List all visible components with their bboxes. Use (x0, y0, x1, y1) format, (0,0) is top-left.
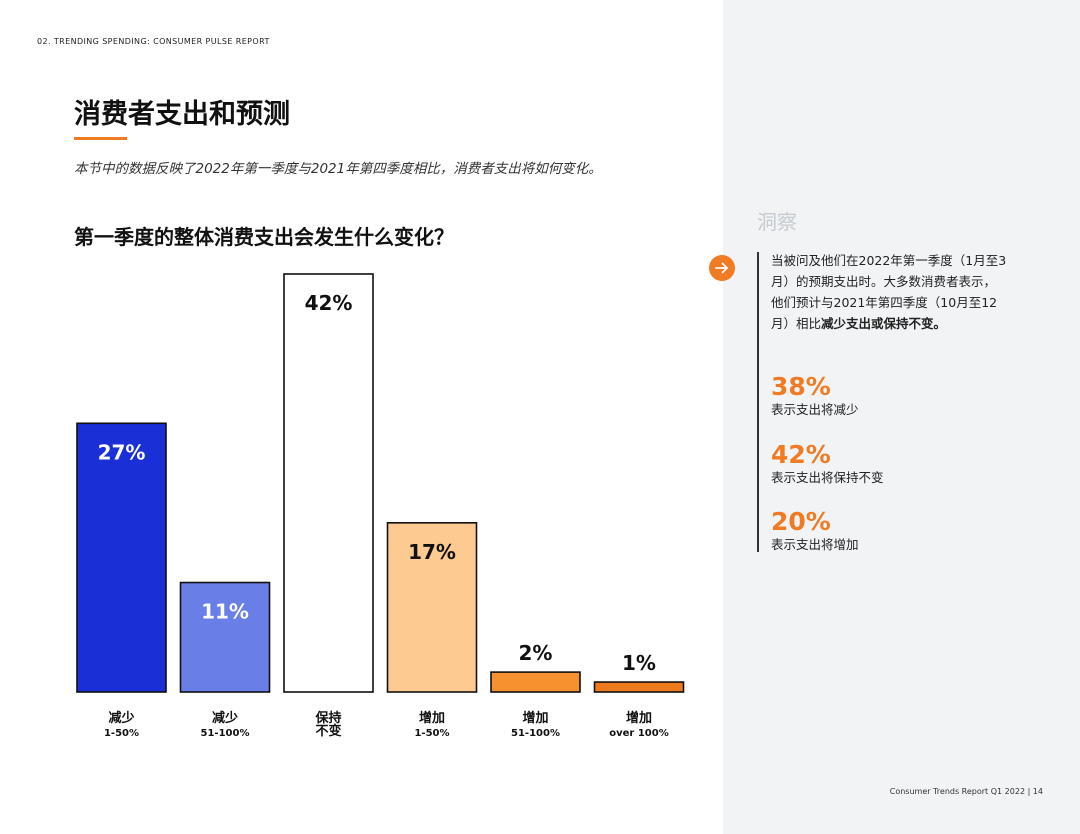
bar (283, 273, 374, 693)
insight-text-plain: 当被问及他们在2022年第一季度（1月至3月）的预期支出时。大多数消费者表示，他… (771, 253, 1007, 331)
stat-value: 38% (771, 372, 831, 401)
bar (386, 522, 478, 693)
stat-label: 表示支出将增加 (771, 537, 859, 552)
bar (76, 422, 167, 693)
category-label: 减少 (108, 710, 134, 726)
title-underline (74, 137, 127, 140)
category-label: 增加 (419, 710, 445, 726)
category-label: 减少 (212, 710, 238, 726)
insight-divider (757, 252, 759, 552)
stat-label: 表示支出将保持不变 (771, 470, 884, 485)
bar (179, 581, 271, 693)
bar (593, 681, 685, 693)
page-title: 消费者支出和预测 (74, 99, 290, 130)
bar-value-label: 27% (98, 440, 146, 464)
insight-panel-background (723, 0, 1080, 834)
bar-value-label: 11% (201, 600, 249, 624)
stat-value: 20% (771, 507, 831, 536)
bar (490, 671, 581, 693)
page-subtitle: 本节中的数据反映了2022年第一季度与2021年第四季度相比，消费者支出将如何变… (74, 161, 602, 177)
category-sublabel: 51-100% (201, 728, 250, 739)
category-label: 增加 (626, 710, 652, 726)
stat-increase: 20% 表示支出将增加 (771, 508, 859, 554)
bar-chart: 27% 减少 1-50% 11% 减少 51-100% 42% 保持不变 17% 增加 1-50% 2… (76, 273, 685, 739)
bar-value-label: 2% (519, 641, 553, 665)
insight-text-bold: 减少支出或保持不变。 (821, 316, 947, 331)
category-sublabel: 不变 (315, 723, 341, 739)
bar-value-label: 42% (305, 291, 353, 315)
stat-value: 42% (771, 440, 831, 469)
page-footer: Consumer Trends Report Q1 2022 | 14 (889, 787, 1043, 796)
chart-question: 第一季度的整体消费支出会发生什么变化？ (74, 225, 454, 249)
category-sublabel: 1-50% (104, 728, 139, 739)
category-sublabel: 1-50% (414, 728, 449, 739)
insight-title: 洞察 (757, 210, 797, 234)
stat-label: 表示支出将减少 (771, 402, 859, 417)
category-label: 保持 (314, 710, 341, 726)
stat-decrease: 38% 表示支出将减少 (771, 373, 859, 419)
bar-value-label: 1% (622, 651, 656, 675)
insight-text: 当被问及他们在2022年第一季度（1月至3月）的预期支出时。大多数消费者表示，他… (771, 250, 1007, 334)
category-sublabel: over 100% (609, 728, 668, 739)
category-label: 增加 (522, 710, 548, 726)
stat-same: 42% 表示支出将保持不变 (771, 441, 884, 487)
arrow-right-icon (709, 255, 735, 281)
category-sublabel: 51-100% (511, 728, 560, 739)
section-label: 02. TRENDING SPENDING: CONSUMER PULSE RE… (37, 37, 270, 46)
bar-value-label: 17% (408, 540, 456, 564)
